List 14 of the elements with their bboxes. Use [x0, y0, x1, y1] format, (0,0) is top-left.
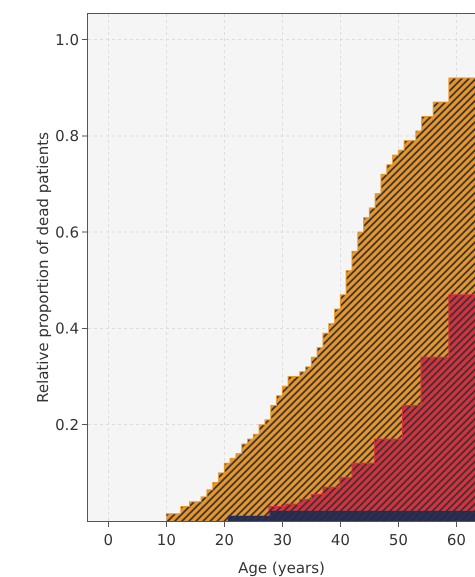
y-tick-label: 0.4 [55, 320, 79, 338]
x-tick-label: 30 [272, 531, 292, 549]
x-tick-label: 60 [446, 531, 466, 549]
x-tick-label: 10 [156, 531, 176, 549]
y-tick-label: 0.2 [55, 416, 79, 434]
x-tick-label: 40 [330, 531, 350, 549]
x-tick-label: 50 [388, 531, 408, 549]
x-tick-label: 0 [104, 531, 114, 549]
x-axis-title: Age (years) [238, 559, 325, 577]
x-tick-label: 20 [214, 531, 234, 549]
y-axis-title: Relative proportion of dead patients [34, 132, 52, 403]
y-tick-label: 0.6 [55, 223, 79, 242]
y-tick-label: 0.8 [55, 127, 79, 146]
y-tick-label: 1.0 [55, 30, 79, 49]
